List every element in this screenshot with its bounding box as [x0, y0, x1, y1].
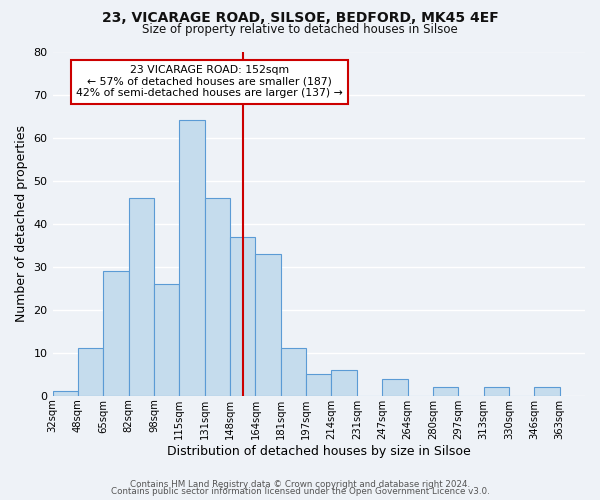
Bar — [331, 370, 357, 396]
Bar — [53, 392, 78, 396]
Text: 23 VICARAGE ROAD: 152sqm
← 57% of detached houses are smaller (187)
42% of semi-: 23 VICARAGE ROAD: 152sqm ← 57% of detach… — [76, 66, 343, 98]
Bar — [484, 387, 509, 396]
Bar — [154, 284, 179, 396]
Text: 23, VICARAGE ROAD, SILSOE, BEDFORD, MK45 4EF: 23, VICARAGE ROAD, SILSOE, BEDFORD, MK45… — [101, 12, 499, 26]
Bar — [306, 374, 331, 396]
Bar — [256, 254, 281, 396]
Bar — [179, 120, 205, 396]
Bar — [205, 198, 230, 396]
Text: Size of property relative to detached houses in Silsoe: Size of property relative to detached ho… — [142, 22, 458, 36]
Bar — [281, 348, 306, 396]
Text: Contains HM Land Registry data © Crown copyright and database right 2024.: Contains HM Land Registry data © Crown c… — [130, 480, 470, 489]
X-axis label: Distribution of detached houses by size in Silsoe: Distribution of detached houses by size … — [167, 444, 470, 458]
Bar — [128, 198, 154, 396]
Bar — [230, 236, 256, 396]
Bar — [382, 378, 407, 396]
Text: Contains public sector information licensed under the Open Government Licence v3: Contains public sector information licen… — [110, 488, 490, 496]
Bar — [433, 387, 458, 396]
Bar — [78, 348, 103, 396]
Bar — [534, 387, 560, 396]
Bar — [103, 271, 128, 396]
Y-axis label: Number of detached properties: Number of detached properties — [15, 125, 28, 322]
